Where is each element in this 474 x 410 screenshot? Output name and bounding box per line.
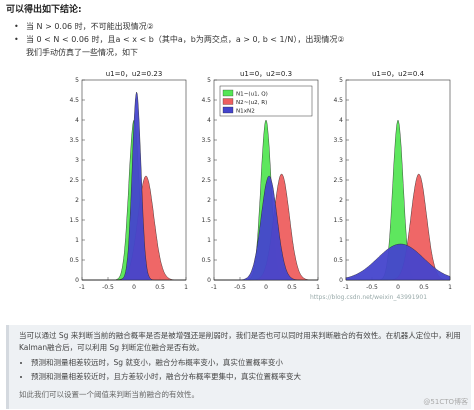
y-tick-label: 3.5 xyxy=(69,137,79,144)
y-tick-label: 3 xyxy=(207,157,211,164)
y-tick-label: 0 xyxy=(339,277,343,284)
y-tick-label: 1 xyxy=(339,237,343,244)
bullet-continuation: 我们手动仿真了一些情况，如下 xyxy=(26,48,138,57)
quote-list: 预测和测量相差较远时，Sg 就变小，融合分布概率变小，真实位置概率变小 预测和测… xyxy=(19,357,461,383)
x-tick-label: 0 xyxy=(264,284,268,291)
y-tick-label: 4.5 xyxy=(333,97,343,104)
y-tick-label: 1 xyxy=(75,237,79,244)
quote-item: 预测和测量相差较远时，Sg 就变小，融合分布概率变小，真实位置概率变小 xyxy=(31,357,461,369)
y-tick-label: 4 xyxy=(75,117,79,124)
chart-title: u1=0，u2=0.23 xyxy=(106,70,163,78)
y-tick-label: 4.5 xyxy=(201,97,211,104)
y-tick-label: 5 xyxy=(339,77,343,84)
legend-swatch xyxy=(222,89,234,97)
x-tick-label: -1 xyxy=(79,284,85,291)
quote-item: 预测和测量相差较近时，且方差较小时，融合分布概率更集中，真实位置概率变大 xyxy=(31,371,461,383)
y-tick-label: 5 xyxy=(75,77,79,84)
x-tick-label: 0 xyxy=(132,284,136,291)
bullet-item: 当 0 < N < 0.06 时，且a < x < b（其中a，b为两交点，a … xyxy=(14,33,345,46)
x-tick-label: -0.5 xyxy=(366,284,378,291)
y-tick-label: 0.5 xyxy=(69,257,79,264)
conclusion-title: 可以得出如下结论: xyxy=(6,5,82,15)
y-tick-label: 3.5 xyxy=(201,137,211,144)
y-tick-label: 1 xyxy=(207,237,211,244)
bullet-list: 当 N > 0.06 时，不可能出现情况② 当 0 < N < 0.06 时，且… xyxy=(14,20,345,59)
y-tick-label: 1.5 xyxy=(333,217,343,224)
x-tick-label: 0 xyxy=(396,284,400,291)
x-tick-label: -0.5 xyxy=(102,284,114,291)
y-tick-label: 2 xyxy=(339,197,343,204)
quote-paragraph: 当可以通过 Sg 来判断当前的融合概率是否是被增强还是削弱时，我们是否也可以同时… xyxy=(19,331,461,352)
figure-row: u1=0，u2=0.23 0 0.5 1 1.5 2 2.5 3 3.5 4 4.5 5 -1 -0.5 0… xyxy=(60,66,470,306)
legend-swatch xyxy=(222,106,234,114)
bullet-item: 当 N > 0.06 时，不可能出现情况② xyxy=(14,20,345,33)
y-tick-label: 1.5 xyxy=(69,217,79,224)
quote-note: 如此我们可以设置一个阈值来判断当前融合的有效性。 xyxy=(19,390,199,399)
figure-watermark: https://blog.csdn.net/weixin_43991901 xyxy=(310,294,428,301)
y-tick-label: 3.5 xyxy=(333,137,343,144)
series-curve xyxy=(82,91,186,281)
y-tick-label: 2 xyxy=(207,197,211,204)
quote-block: 当可以通过 Sg 来判断当前的融合概率是否是被增强还是削弱时，我们是否也可以同时… xyxy=(6,325,471,409)
y-tick-label: 0.5 xyxy=(333,257,343,264)
x-tick-label: 1 xyxy=(448,284,452,291)
site-watermark: @51CTO博客 xyxy=(423,398,468,406)
legend-swatch xyxy=(222,98,234,105)
series-curve xyxy=(345,243,451,281)
series-curve xyxy=(214,175,318,281)
legend-label: N2~(u2, R) xyxy=(236,100,267,106)
x-tick-label: 0.5 xyxy=(287,284,297,291)
x-tick-label: 1 xyxy=(184,284,188,291)
y-tick-label: 4 xyxy=(339,117,343,124)
y-tick-label: 0 xyxy=(207,277,211,284)
charts-svg: u1=0，u2=0.23 0 0.5 1 1.5 2 2.5 3 3.5 4 4.5 5 -1 -0.5 0… xyxy=(69,70,452,291)
y-tick-label: 3 xyxy=(339,157,343,164)
chart-title: u1=0，u2=0.3 xyxy=(240,70,292,78)
x-tick-label: 0.5 xyxy=(155,284,165,291)
legend-box xyxy=(219,85,313,117)
legend-label: N1xN2 xyxy=(236,109,255,115)
x-tick-label: -0.5 xyxy=(234,284,246,291)
y-tick-label: 4.5 xyxy=(69,97,79,104)
y-tick-label: 0.5 xyxy=(201,257,211,264)
chart-title: u1=0，u2=0.4 xyxy=(372,70,425,78)
legend-label: N1~(u1, Q) xyxy=(236,92,268,98)
x-tick-label: 1 xyxy=(316,284,320,291)
y-tick-label: 2.5 xyxy=(69,177,79,184)
y-tick-label: 3 xyxy=(75,157,79,164)
y-tick-label: 0 xyxy=(75,277,79,284)
y-tick-label: 2.5 xyxy=(333,177,343,184)
y-tick-label: 4 xyxy=(207,117,211,124)
y-tick-label: 2 xyxy=(75,197,79,204)
x-tick-label: 0.5 xyxy=(419,284,429,291)
x-tick-label: -1 xyxy=(343,284,349,291)
y-tick-label: 2.5 xyxy=(201,177,211,184)
y-tick-label: 5 xyxy=(207,77,211,84)
y-tick-label: 1.5 xyxy=(201,217,211,224)
x-tick-label: -1 xyxy=(211,284,217,291)
